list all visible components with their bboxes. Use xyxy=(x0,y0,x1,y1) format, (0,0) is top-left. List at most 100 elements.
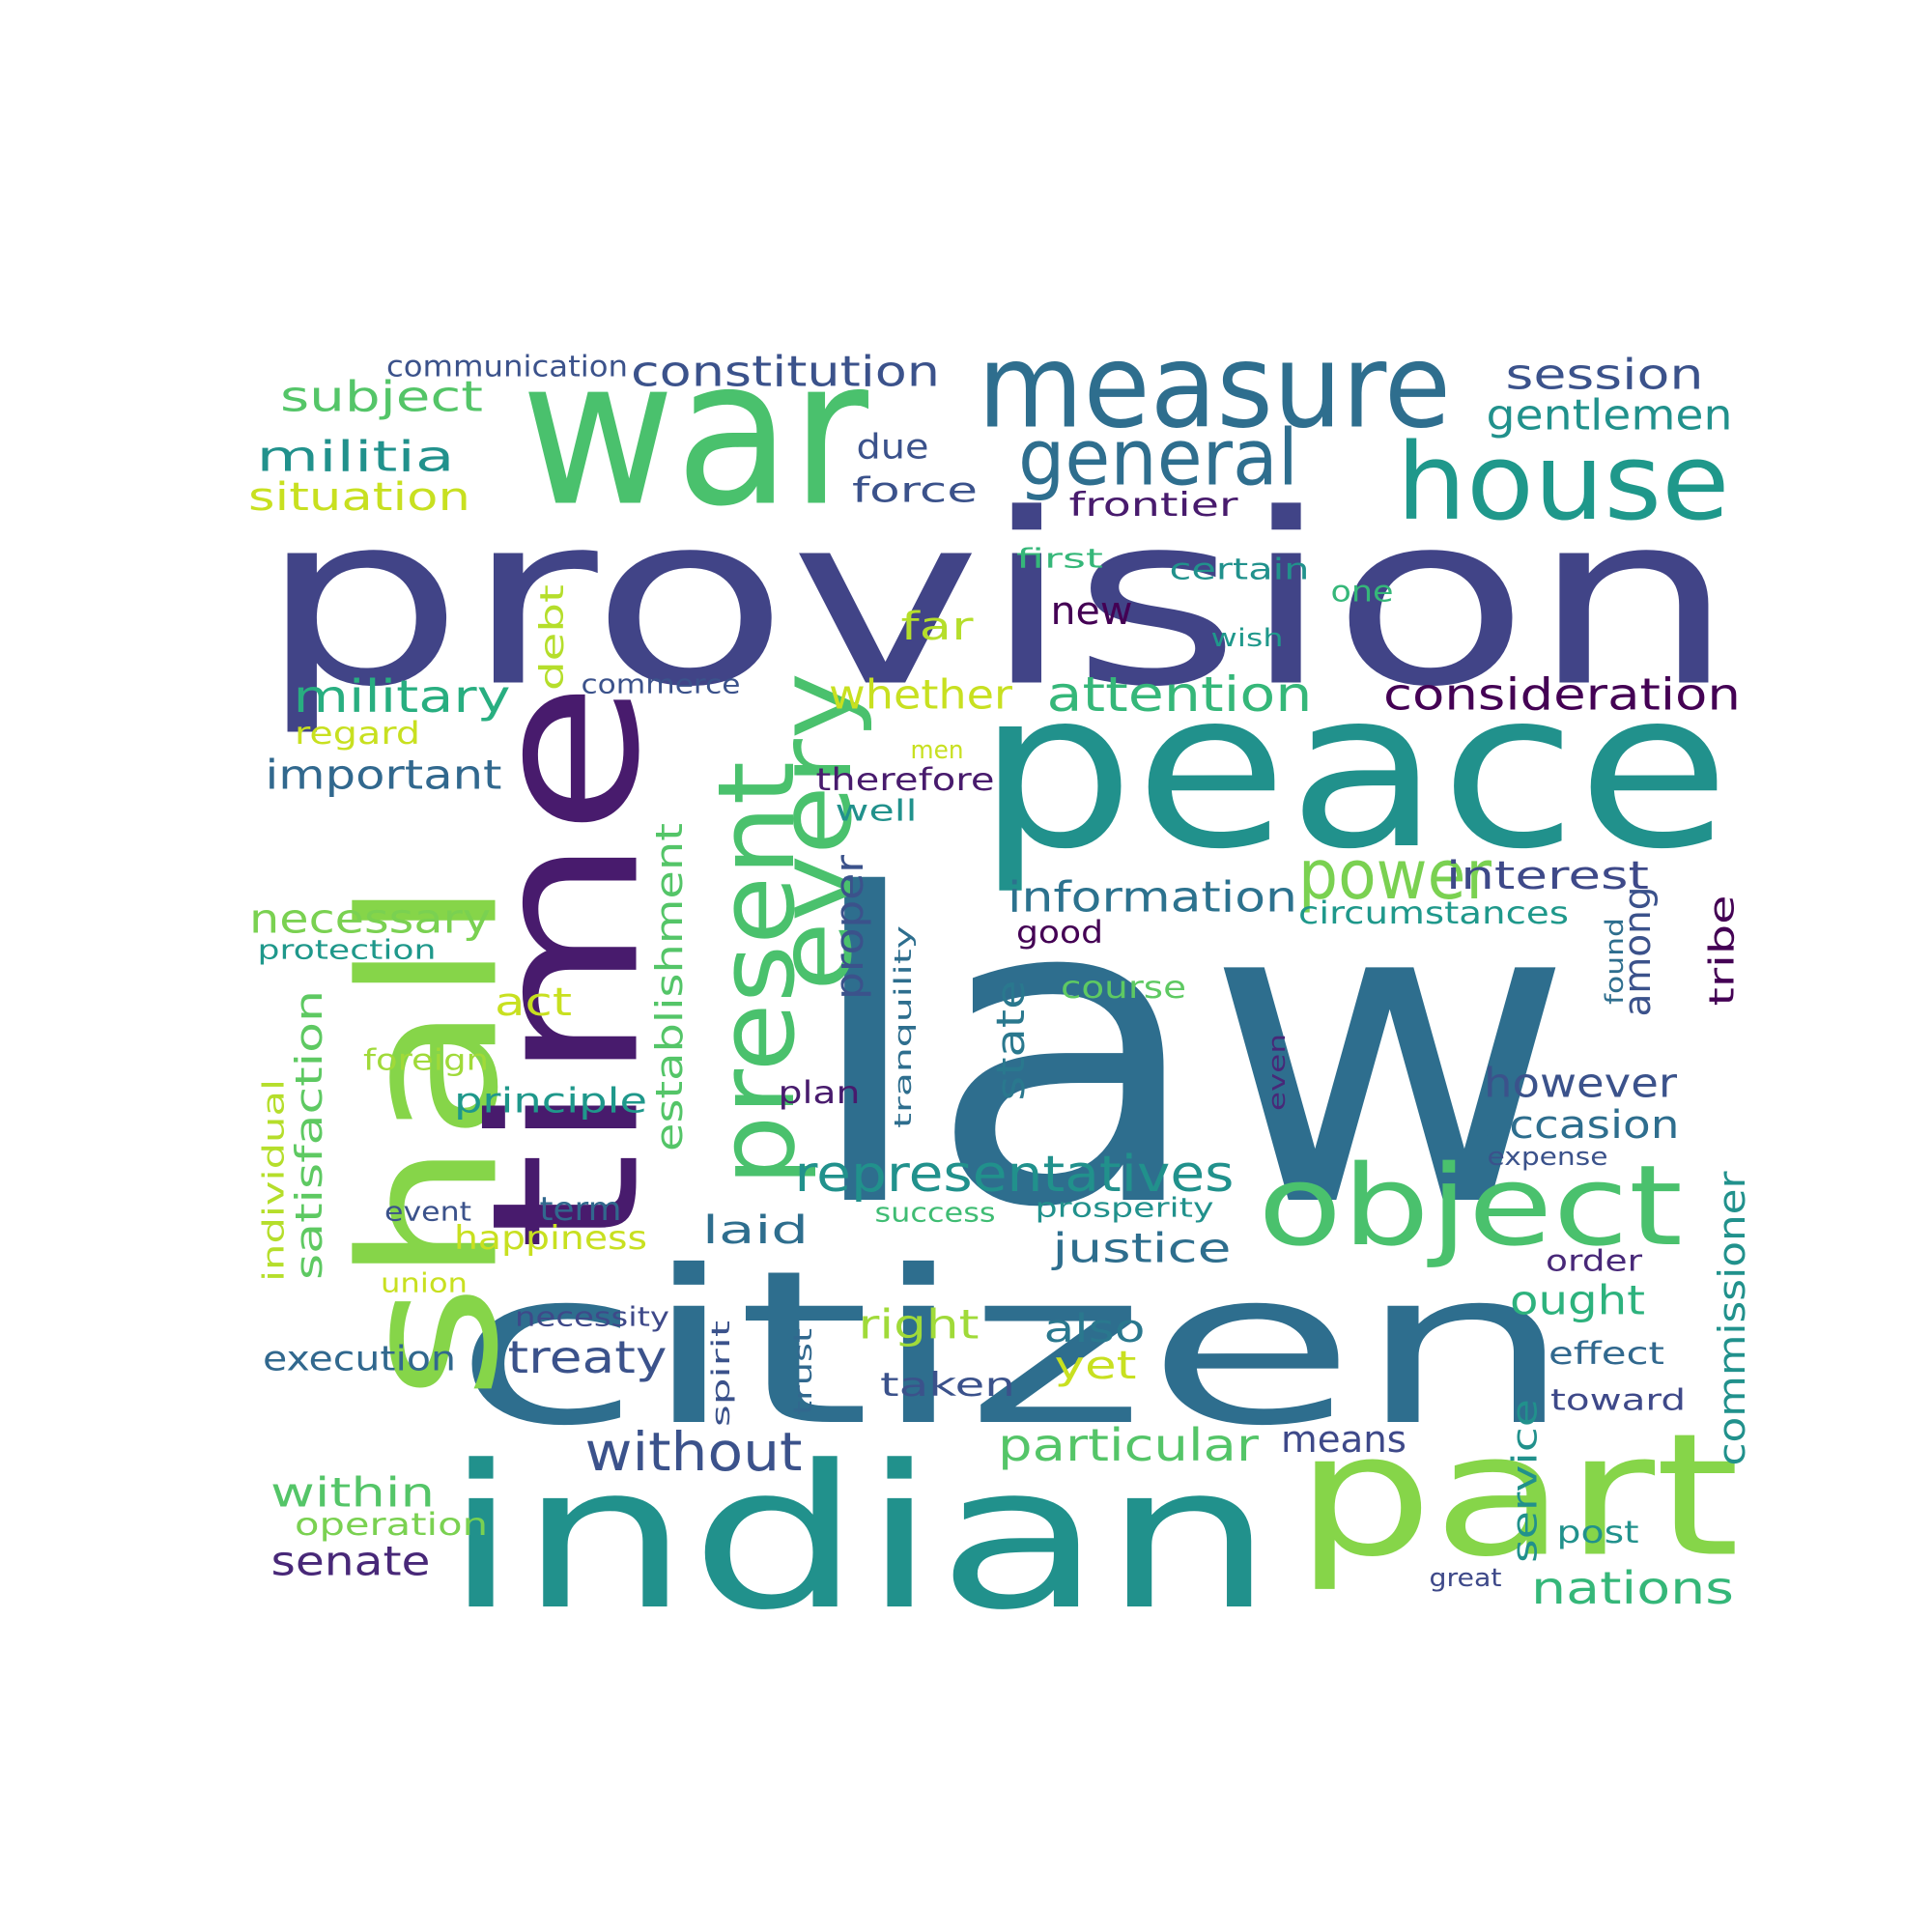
word-therefore: therefore xyxy=(816,761,995,798)
word-trust: trust xyxy=(789,1328,818,1415)
word-state: state xyxy=(989,980,1034,1101)
word-first: first xyxy=(1016,543,1103,575)
word-new: new xyxy=(1051,589,1133,634)
word-circumstances: circumstances xyxy=(1298,895,1569,931)
word-satisfaction: satisfaction xyxy=(288,990,330,1280)
word-militia: militia xyxy=(257,433,455,482)
word-among: among xyxy=(1616,887,1659,1017)
word-occasion: occasion xyxy=(1482,1103,1680,1148)
word-time: time xyxy=(448,681,685,1251)
word-frontier: frontier xyxy=(1069,486,1238,525)
word-present: present xyxy=(695,761,818,1186)
word-attention: attention xyxy=(1047,667,1313,723)
word-peace: peace xyxy=(977,644,1730,897)
word-toward: toward xyxy=(1550,1384,1686,1418)
word-gentlemen: gentlemen xyxy=(1487,391,1733,440)
word-happiness: happiness xyxy=(454,1219,647,1258)
word-operation: operation xyxy=(295,1506,488,1543)
word-also: also xyxy=(1044,1307,1146,1351)
word-without: without xyxy=(585,1421,803,1483)
word-house: house xyxy=(1397,420,1730,544)
word-spirit: spirit xyxy=(707,1321,736,1427)
word-service: service xyxy=(1506,1399,1546,1563)
word-within: within xyxy=(270,1469,435,1517)
word-situation: situation xyxy=(248,475,470,520)
word-every: every xyxy=(756,672,874,991)
word-important: important xyxy=(266,752,502,799)
word-war: war xyxy=(521,315,869,552)
word-expense: expense xyxy=(1488,1143,1608,1172)
word-even: even xyxy=(1264,1034,1291,1111)
word-commerce: commerce xyxy=(582,668,741,700)
word-found: found xyxy=(1601,918,1630,1005)
word-justice: justice xyxy=(1051,1225,1231,1272)
word-well: well xyxy=(836,795,918,829)
word-wish: wish xyxy=(1211,624,1284,653)
word-order: order xyxy=(1546,1245,1643,1279)
word-ought: ought xyxy=(1510,1277,1645,1324)
word-prosperity: prosperity xyxy=(1036,1192,1214,1224)
word-representatives: representatives xyxy=(795,1146,1235,1204)
word-interest: interest xyxy=(1446,854,1649,898)
word-one: one xyxy=(1331,576,1394,610)
word-yet: yet xyxy=(1055,1344,1137,1388)
word-regard: regard xyxy=(295,715,420,752)
word-right: right xyxy=(859,1301,980,1349)
word-object: object xyxy=(1258,1142,1683,1271)
word-debt: debt xyxy=(533,584,572,691)
word-whether: whether xyxy=(829,671,1013,719)
word-great: great xyxy=(1430,1564,1502,1593)
word-establishment: establishment xyxy=(648,823,691,1151)
word-means: means xyxy=(1281,1418,1406,1461)
word-commissioner: commissioner xyxy=(1711,1171,1753,1465)
word-tribe: tribe xyxy=(1703,895,1743,1007)
word-execution: execution xyxy=(263,1340,456,1379)
word-communication: communication xyxy=(386,351,628,384)
word-information: information xyxy=(1008,873,1297,923)
word-union: union xyxy=(381,1267,468,1299)
word-nations: nations xyxy=(1531,1562,1734,1614)
word-law: law xyxy=(802,806,1575,1300)
word-taken: taken xyxy=(880,1366,1015,1405)
word-however: however xyxy=(1484,1060,1678,1107)
word-subject: subject xyxy=(280,373,483,422)
word-laid: laid xyxy=(702,1208,809,1253)
word-power: power xyxy=(1298,836,1492,915)
word-effect: effect xyxy=(1548,1335,1664,1372)
word-principle: principle xyxy=(454,1082,647,1122)
word-plan: plan xyxy=(779,1074,861,1111)
word-far: far xyxy=(901,605,975,649)
word-part: part xyxy=(1295,1399,1740,1595)
word-force: force xyxy=(852,471,978,511)
word-treaty: treaty xyxy=(508,1331,668,1383)
word-indian: indian xyxy=(443,1424,1274,1654)
word-act: act xyxy=(495,980,572,1025)
word-session: session xyxy=(1506,351,1704,400)
word-provision: provision xyxy=(258,464,1736,739)
word-due: due xyxy=(857,428,929,468)
word-men: men xyxy=(911,736,964,765)
word-citizen: citizen xyxy=(453,1225,1574,1472)
word-proper: proper xyxy=(828,854,872,1000)
word-certain: certain xyxy=(1170,554,1310,587)
word-protection: protection xyxy=(258,934,437,966)
word-post: post xyxy=(1557,1514,1639,1550)
word-particular: particular xyxy=(998,1419,1259,1471)
word-measure: measure xyxy=(978,321,1451,455)
word-military: military xyxy=(294,670,511,723)
word-individual: individual xyxy=(258,1079,292,1282)
word-senate: senate xyxy=(271,1538,431,1585)
word-foreign: foreign xyxy=(363,1044,489,1078)
word-tranquility: tranquility xyxy=(890,925,917,1128)
word-event: event xyxy=(384,1196,471,1228)
word-good: good xyxy=(1016,914,1103,951)
word-shall: shall xyxy=(321,879,540,1401)
word-term: term xyxy=(540,1190,622,1229)
word-necessity: necessity xyxy=(515,1301,669,1333)
word-general: general xyxy=(1018,413,1298,503)
word-constitution: constitution xyxy=(631,348,940,397)
word-course: course xyxy=(1061,969,1186,1006)
word-necessary: necessary xyxy=(249,895,491,943)
word-success: success xyxy=(875,1197,996,1229)
